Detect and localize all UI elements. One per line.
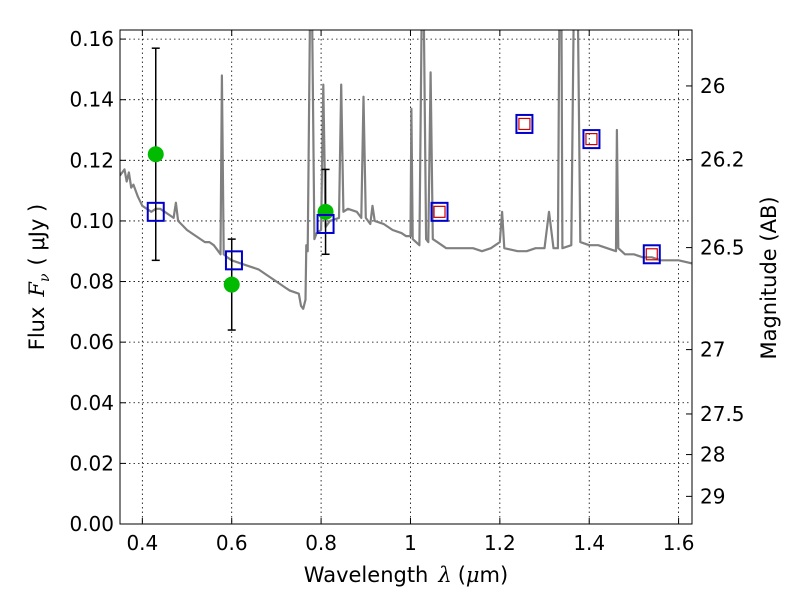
- y2-tick-label: 26.5: [700, 236, 745, 260]
- spectrum-line: [120, 30, 692, 310]
- x-axis-symbol: λ: [437, 563, 451, 587]
- model-square-blue: [582, 129, 601, 150]
- y-axis-symbol: F: [25, 281, 49, 298]
- y-tick-label: 0.16: [69, 27, 114, 51]
- observed-point: [317, 203, 334, 220]
- x-axis-unit-rest: m): [480, 563, 509, 587]
- model-square-blue: [224, 250, 243, 271]
- y2-axis-title: Magnitude (AB): [757, 196, 781, 359]
- y2-tick-label: 27: [700, 338, 725, 362]
- y-tick-label: 0.10: [69, 209, 114, 233]
- y-tick-label: 0.14: [69, 88, 114, 112]
- observed-square-red: [585, 133, 598, 146]
- x-tick-label: 1.4: [573, 531, 605, 555]
- x-tick-label: 1: [404, 531, 417, 555]
- spectrum-layer: [120, 30, 692, 310]
- x-tick-label: 0.6: [216, 531, 248, 555]
- x-tick-label: 1.2: [484, 531, 516, 555]
- y2-tick-label: 27.5: [700, 402, 745, 426]
- y-tick-label: 0.04: [69, 391, 114, 415]
- model-square-blue: [642, 244, 661, 265]
- grid-layer: [120, 30, 692, 524]
- y2-tick-label: 29: [700, 484, 725, 508]
- y-axis-symbol-sub: ν: [37, 273, 53, 282]
- y2-tick-label: 26.2: [700, 148, 745, 172]
- points-layer: [146, 47, 661, 331]
- y-axis-unit: ( μJy ): [25, 204, 49, 266]
- observed-square-red: [645, 248, 658, 261]
- model-square-blue: [515, 113, 534, 134]
- y-axis-title: Flux Fν ( μJy ): [25, 204, 53, 350]
- model-square-blue: [430, 201, 449, 222]
- x-tick-label: 1.6: [663, 531, 695, 555]
- y-tick-label: 0.00: [69, 512, 114, 536]
- ticks-layer: 0.4 0.6 0.8 1 1.2 1.4 1.6 0.00 0.02 0.04 0.06 0.08 0…: [69, 27, 744, 555]
- x-axis-title: Wavelength λ (μm): [304, 563, 508, 587]
- y2-tick-label: 28: [700, 443, 725, 467]
- observed-square-red: [518, 117, 531, 131]
- model-square-blue: [146, 201, 165, 222]
- y-axis-label: Flux: [25, 307, 49, 351]
- x-axis-label: Wavelength: [304, 563, 429, 587]
- observed-point: [147, 146, 164, 163]
- x-tick-label: 0.4: [126, 531, 158, 555]
- observed-point: [223, 276, 240, 293]
- y-tick-label: 0.08: [69, 270, 114, 294]
- y-tick-label: 0.12: [69, 148, 114, 172]
- x-axis-unit-mu: μ: [466, 563, 480, 587]
- observed-square-red: [433, 205, 446, 218]
- y2-tick-label: 26: [700, 74, 725, 98]
- model-square-blue: [316, 213, 335, 234]
- x-tick-label: 0.8: [305, 531, 337, 555]
- plot-frame: [119, 29, 693, 525]
- x-axis-unit-open: (: [458, 563, 466, 587]
- y-tick-label: 0.02: [69, 451, 114, 475]
- y-tick-label: 0.06: [69, 330, 114, 354]
